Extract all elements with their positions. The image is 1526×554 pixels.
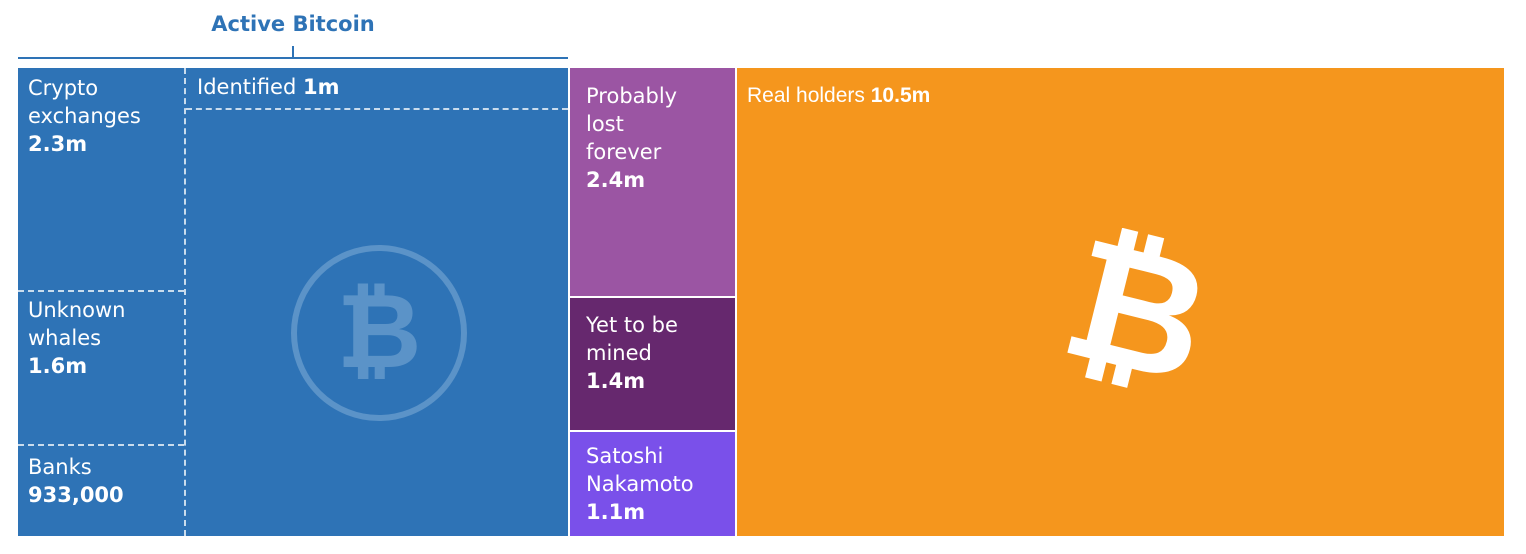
tile-name: Identified xyxy=(197,75,297,99)
tile-name: Crypto exchanges xyxy=(28,76,141,128)
tile-unknown-whales: Unknown whales 1.6m xyxy=(28,296,178,380)
tile-value: 2.3m xyxy=(28,132,88,156)
active-bitcoin-block xyxy=(18,68,568,536)
tile-probably-lost: Probably lost forever 2.4m xyxy=(570,68,735,296)
tile-value: 2.4m xyxy=(586,168,646,192)
svg-text:₿: ₿ xyxy=(337,270,422,392)
tile-value: 1.1m xyxy=(586,500,646,524)
active-divider-exchanges xyxy=(18,290,184,292)
tile-crypto-exchanges: Crypto exchanges 2.3m xyxy=(28,74,178,158)
bitcoin-icon: ₿ xyxy=(291,245,467,421)
svg-text:₿: ₿ xyxy=(1060,228,1210,398)
active-bitcoin-bracket xyxy=(18,57,568,59)
tile-name: Probably lost forever xyxy=(586,84,678,164)
tile-value: 10.5m xyxy=(870,84,931,107)
active-divider-whales xyxy=(18,444,184,446)
tile-identified: Identified 1m xyxy=(197,73,557,101)
bitcoin-icon: ₿ xyxy=(1060,228,1210,398)
tile-name: Unknown whales xyxy=(28,298,126,350)
active-divider-vertical xyxy=(184,68,186,536)
active-bitcoin-bracket-tick xyxy=(292,46,294,58)
tile-value: 933,000 xyxy=(28,483,124,507)
tile-value: 1.6m xyxy=(28,354,88,378)
tile-value: 1.4m xyxy=(586,369,646,393)
tile-value: 1m xyxy=(303,75,340,99)
tile-name: Banks xyxy=(28,455,92,479)
tile-name: Real holders xyxy=(747,84,865,107)
tile-name: Yet to be mined xyxy=(586,313,678,365)
tile-satoshi-nakamoto: Satoshi Nakamoto 1.1m xyxy=(570,432,735,536)
tile-yet-to-be-mined: Yet to be mined 1.4m xyxy=(570,298,735,430)
active-divider-identified xyxy=(186,108,568,110)
tile-banks: Banks 933,000 xyxy=(28,453,178,509)
tile-name: Satoshi Nakamoto xyxy=(586,444,694,496)
tile-real-holders: Real holders 10.5m xyxy=(737,68,1504,536)
active-bitcoin-label: Active Bitcoin xyxy=(211,12,375,36)
